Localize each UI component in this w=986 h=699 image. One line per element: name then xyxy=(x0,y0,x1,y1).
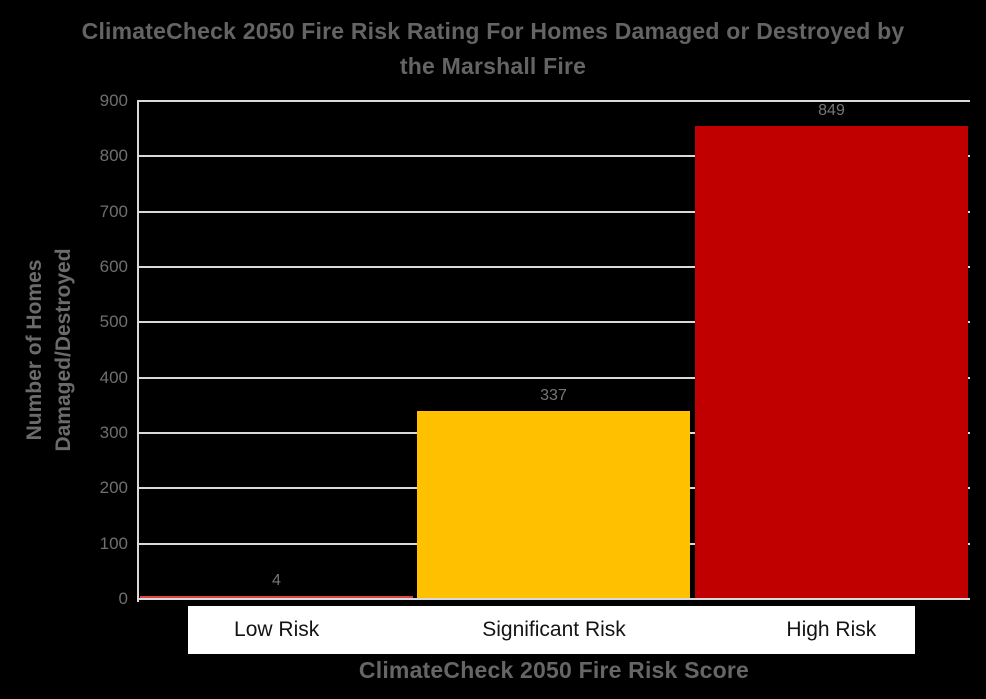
x-axis-line xyxy=(138,598,970,600)
y-tick-label-300: 300 xyxy=(99,423,128,442)
data-label-low-risk: 4 xyxy=(272,572,281,589)
bar-significant-risk xyxy=(417,411,690,598)
data-label-significant-risk: 337 xyxy=(540,387,567,404)
plot-area: 4 337 849 xyxy=(138,100,970,600)
y-tick-label-400: 400 xyxy=(99,368,128,387)
gridline-400 xyxy=(138,377,970,379)
y-tick-label-900: 900 xyxy=(99,91,128,110)
gridline-800 xyxy=(138,155,970,157)
x-axis-title: ClimateCheck 2050 Fire Risk Score xyxy=(358,657,750,683)
gridline-700 xyxy=(138,211,970,213)
y-tick-label-100: 100 xyxy=(99,534,128,553)
bar-high-risk xyxy=(695,126,968,598)
y-tick-label-800: 800 xyxy=(99,146,128,165)
y-tick-label-0: 0 xyxy=(118,589,128,608)
bar-low-risk xyxy=(140,596,413,598)
gridline-600 xyxy=(138,266,970,268)
data-label-high-risk: 849 xyxy=(818,102,845,119)
chart-title-line-2: the Marshall Fire xyxy=(399,53,587,79)
y-tick-label-200: 200 xyxy=(99,478,128,497)
gridline-500 xyxy=(138,321,970,323)
category-label-low-risk: Low Risk xyxy=(234,618,320,641)
category-label-significant-risk: Significant Risk xyxy=(482,618,626,641)
category-axis-strip xyxy=(188,606,915,654)
gridline-900 xyxy=(138,100,970,102)
y-axis-line xyxy=(137,100,139,602)
category-axis-labels: Low Risk Significant Risk High Risk xyxy=(138,606,970,654)
y-tick-label-600: 600 xyxy=(99,257,128,276)
category-label-high-risk: High Risk xyxy=(786,618,877,641)
chart-title: ClimateCheck 2050 Fire Risk Rating For H… xyxy=(0,14,986,84)
y-tick-label-700: 700 xyxy=(99,202,128,221)
y-tick-label-500: 500 xyxy=(99,312,128,331)
chart-title-line-1: ClimateCheck 2050 Fire Risk Rating For H… xyxy=(81,18,905,44)
y-axis-tick-labels: 0 100 200 300 400 500 600 700 800 900 xyxy=(0,0,128,699)
